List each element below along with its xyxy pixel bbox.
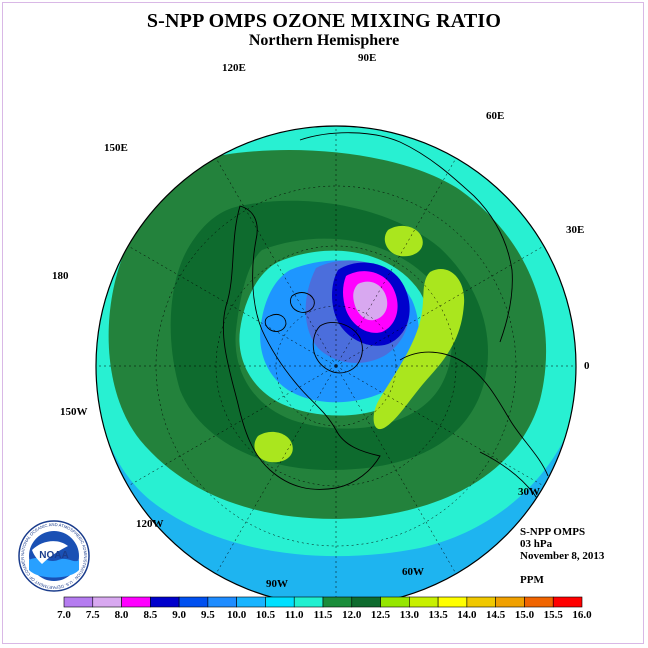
meridian-line (128, 365, 337, 487)
lon-label-60e: 60E (486, 110, 505, 122)
colorbar-swatch (92, 596, 122, 608)
colorbar-swatch (524, 596, 554, 608)
colorbar-tick-label: 12.5 (371, 609, 391, 621)
colorbar-tick-label: 9.0 (172, 609, 186, 621)
lon-label-150w: 150W (60, 406, 88, 418)
colorbar-swatch (236, 596, 266, 608)
info-level: 03 hPa (520, 538, 553, 550)
field-ridge-lilac (353, 281, 388, 321)
page-subtitle: Northern Hemisphere (248, 32, 400, 49)
info-instrument: S-NPP OMPS (520, 526, 586, 538)
coast-north-america (222, 205, 381, 490)
lon-label-180: 180 (52, 270, 69, 282)
colorbar-swatch (322, 596, 353, 608)
noaa-logo: NOAA NATIONAL OCEANIC AND ATMOSPHERIC AD… (18, 520, 90, 592)
colorbar-tick-label: 8.5 (143, 609, 157, 621)
meridian-line (335, 245, 544, 367)
meridian-line (335, 158, 457, 367)
field-max-north (384, 225, 423, 257)
lon-label-90w: 90W (266, 578, 288, 590)
meridian-line (215, 365, 337, 574)
lon-label-120w: 120W (136, 518, 164, 530)
colorbar-tick-label: 9.5 (201, 609, 215, 621)
colorbar-tick-label: 11.5 (314, 609, 333, 621)
colorbar-swatch (437, 596, 468, 608)
field-max-america (254, 431, 293, 463)
colorbar-swatch (121, 596, 151, 608)
page-title: S-NPP OMPS OZONE MIXING RATIO (146, 10, 502, 32)
meridian-line (335, 365, 544, 487)
colorbar-swatch (409, 596, 439, 608)
coast-asia (299, 132, 513, 343)
colorbar-tick-label: 16.0 (572, 609, 592, 621)
colorbar-tick-label: 13.0 (400, 609, 420, 621)
field-max-east (373, 268, 465, 430)
info-date: November 8, 2013 (520, 550, 605, 562)
colorbar-swatch (178, 596, 209, 608)
colorbar-swatch (63, 596, 94, 608)
coast-europe (399, 351, 549, 477)
colorbar-tick-label: 14.0 (457, 609, 477, 621)
colorbar-tick-label: 7.5 (86, 609, 100, 621)
colorbar-tick-label: 15.5 (544, 609, 564, 621)
colorbar-tick-label: 15.0 (515, 609, 535, 621)
colorbar-tick-label: 13.5 (428, 609, 448, 621)
meridian-line (128, 245, 337, 367)
meridian-line (215, 158, 337, 367)
colorbar-swatch (466, 596, 496, 608)
lon-label-30w: 30W (518, 486, 540, 498)
colorbar: 7.0 7.5 8.0 8.5 9.0 9.5 10.0 10.5 11.0 11.5 12.0 12… (57, 596, 592, 621)
colorbar-tick-label: 10.5 (256, 609, 276, 621)
ozone-field (96, 126, 576, 606)
colorbar-swatch (552, 596, 583, 608)
colorbar-swatch (265, 596, 295, 608)
colorbar-tick-label: 12.0 (342, 609, 362, 621)
lon-label-0: 0 (584, 360, 590, 372)
lon-label-90e: 90E (358, 52, 377, 64)
coast-arctic-islands (264, 292, 315, 332)
colorbar-tick-label: 8.0 (115, 609, 129, 621)
colorbar-swatch (207, 596, 237, 608)
colorbar-swatch (495, 596, 525, 608)
lon-label-30e: 30E (566, 224, 585, 236)
colorbar-tick-label: 7.0 (57, 609, 71, 621)
colorbar-tick-label: 11.0 (285, 609, 304, 621)
colorbar-tick-label: 14.5 (486, 609, 506, 621)
colorbar-swatch (380, 596, 410, 608)
info-units: PPM (520, 574, 544, 586)
colorbar-swatch (351, 596, 381, 608)
colorbar-tick-label: 10.0 (227, 609, 247, 621)
noaa-logo-text: NOAA (39, 550, 68, 561)
lon-label-150e: 150E (104, 142, 128, 154)
lon-label-120e: 120E (222, 62, 246, 74)
graticule (96, 126, 576, 606)
meridian-line (335, 365, 457, 574)
lon-label-60w: 60W (402, 566, 424, 578)
colorbar-swatch (293, 596, 324, 608)
colorbar-swatch (150, 596, 180, 608)
